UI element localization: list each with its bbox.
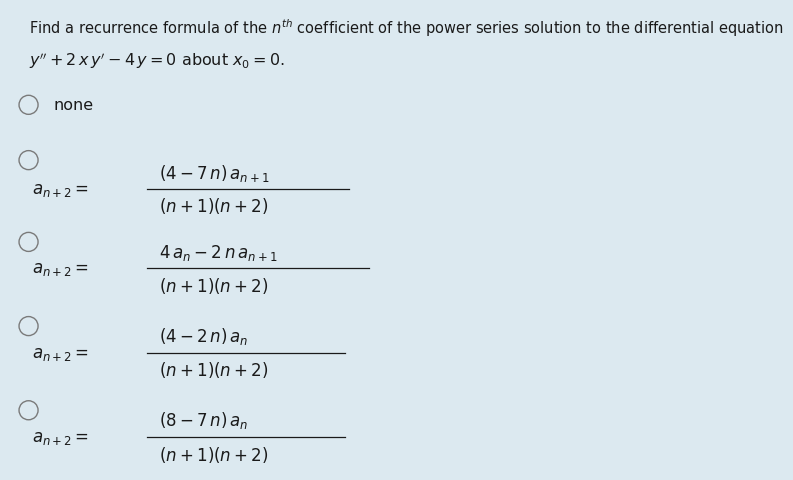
Text: $a_{n+2}=$: $a_{n+2}=$ [32,180,89,199]
Text: $(4-2\,n)\,a_n$: $(4-2\,n)\,a_n$ [159,325,248,347]
Text: none: none [54,98,94,113]
Text: $(n+1)(n+2)$: $(n+1)(n+2)$ [159,444,268,464]
Text: $(8-7\,n)\,a_n$: $(8-7\,n)\,a_n$ [159,409,248,431]
Text: $a_{n+2}=$: $a_{n+2}=$ [32,344,89,362]
Text: $(n+1)(n+2)$: $(n+1)(n+2)$ [159,276,268,296]
Text: $(4-7\,n)\,a_{n+1}$: $(4-7\,n)\,a_{n+1}$ [159,162,270,183]
Text: $a_{n+2}=$: $a_{n+2}=$ [32,260,89,278]
Text: $(n+1)(n+2)$: $(n+1)(n+2)$ [159,360,268,380]
Text: $4\,a_n-2\,n\,a_{n+1}$: $4\,a_n-2\,n\,a_{n+1}$ [159,242,277,262]
Text: $y''+2\,x\,y'-4\,y=0$ about $x_0=0$.: $y''+2\,x\,y'-4\,y=0$ about $x_0=0$. [29,50,284,71]
Text: $a_{n+2}=$: $a_{n+2}=$ [32,428,89,446]
Text: $(n+1)(n+2)$: $(n+1)(n+2)$ [159,195,268,216]
Text: Find a recurrence formula of the $n^{th}$ coefficient of the power series soluti: Find a recurrence formula of the $n^{th}… [29,17,783,38]
